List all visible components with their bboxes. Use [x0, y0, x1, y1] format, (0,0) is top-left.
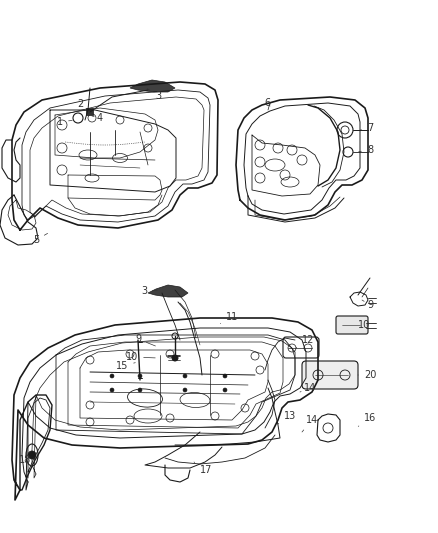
Text: 9: 9 [135, 334, 155, 346]
Text: 4: 4 [92, 113, 103, 123]
Text: 10: 10 [126, 352, 155, 362]
Polygon shape [130, 80, 175, 92]
Circle shape [183, 388, 187, 392]
Circle shape [110, 388, 114, 392]
Text: 14: 14 [302, 415, 318, 432]
FancyBboxPatch shape [336, 316, 368, 334]
Text: 16: 16 [358, 413, 376, 426]
Text: 2: 2 [77, 99, 88, 111]
Bar [86, 108, 93, 115]
Text: 17: 17 [194, 462, 212, 475]
Circle shape [223, 388, 227, 392]
FancyBboxPatch shape [302, 361, 358, 389]
Text: 7: 7 [361, 123, 373, 133]
Circle shape [183, 374, 187, 378]
Circle shape [138, 374, 142, 378]
Text: 3: 3 [141, 286, 157, 296]
Circle shape [110, 374, 114, 378]
Text: 20: 20 [358, 370, 376, 380]
Text: 14: 14 [300, 383, 316, 393]
Circle shape [138, 388, 142, 392]
Circle shape [28, 451, 36, 459]
Text: 9: 9 [362, 300, 373, 310]
Text: 12: 12 [296, 335, 314, 348]
Circle shape [172, 355, 178, 361]
Text: 10: 10 [358, 320, 370, 330]
Text: 5: 5 [33, 233, 48, 245]
Text: 18: 18 [19, 455, 34, 465]
Text: 3: 3 [147, 88, 161, 101]
Text: 13: 13 [278, 411, 296, 424]
Polygon shape [148, 285, 188, 297]
Text: 15: 15 [116, 361, 135, 371]
Text: 1: 1 [57, 117, 72, 127]
Text: 11: 11 [220, 312, 238, 324]
Text: 6: 6 [264, 98, 270, 108]
Circle shape [223, 374, 227, 378]
Text: 8: 8 [359, 145, 373, 155]
